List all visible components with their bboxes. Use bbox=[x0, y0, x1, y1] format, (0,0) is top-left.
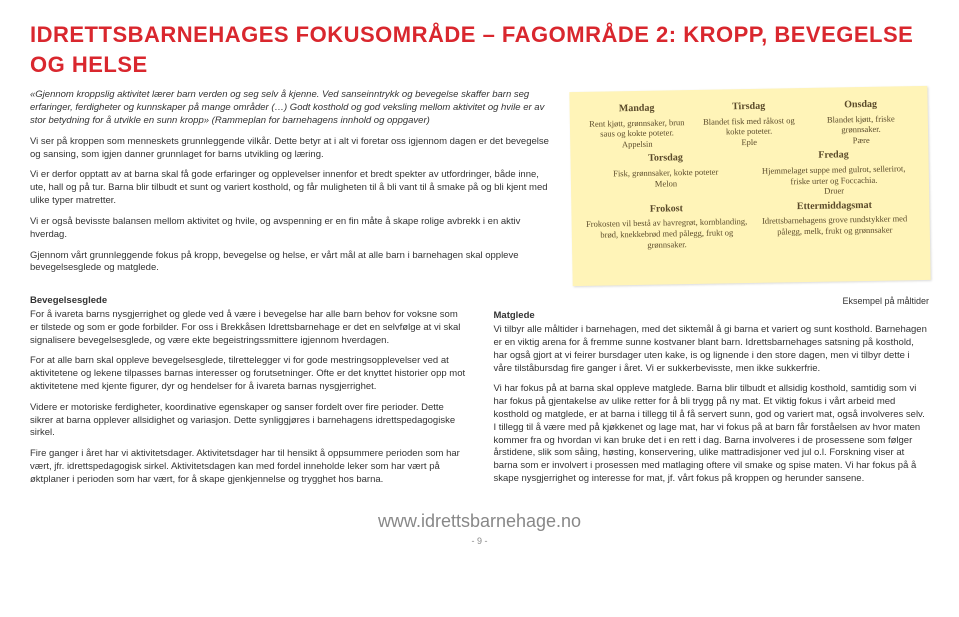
page-number: - 9 - bbox=[30, 535, 929, 547]
note-caption: Eksempel på måltider bbox=[494, 295, 930, 307]
note-etter-text: Idrettsbarnehagens grove rundstykker med… bbox=[754, 214, 916, 238]
note-fri-fruit: Druer bbox=[753, 185, 915, 198]
note-thursday: Torsdag Fisk, grønnsaker, kokte poteter … bbox=[584, 152, 747, 201]
intro-para-2: Vi er derfor opptatt av at barna skal få… bbox=[30, 169, 551, 207]
note-etter-heading: Ettermiddagsmat bbox=[753, 199, 915, 214]
note-tuesday: Tirsdag Blandet fisk med råkost og kokte… bbox=[696, 100, 803, 148]
intro-para-3: Vi er også bevisste balansen mellom akti… bbox=[30, 216, 551, 242]
note-fri-heading: Fredag bbox=[752, 149, 914, 164]
note-tue-text: Blandet fisk med råkost og kokte poteter… bbox=[696, 115, 802, 138]
note-tue-fruit: Eple bbox=[696, 136, 802, 148]
note-friday: Fredag Hjemmelaget suppe med gulrot, sel… bbox=[752, 149, 915, 198]
note-thu-heading: Torsdag bbox=[584, 152, 746, 167]
left-para-1: For å ivareta barns nysgjerrighet og gle… bbox=[30, 309, 466, 347]
note-tue-heading: Tirsdag bbox=[696, 100, 802, 114]
note-wed-heading: Onsdag bbox=[808, 99, 914, 113]
note-frokost: Frokost Frokosten vil bestå av havregrøt… bbox=[585, 202, 748, 251]
note-mon-fruit: Appelsin bbox=[584, 138, 690, 150]
note-wed-text: Blandet kjøtt, friske grønnsaker. bbox=[808, 113, 914, 136]
right-para-1: Vi tilbyr alle måltider i barnehagen, me… bbox=[494, 324, 930, 375]
note-frokost-text: Frokosten vil bestå av havregrøt, kornbl… bbox=[586, 217, 749, 252]
footer-url: www.idrettsbarnehage.no bbox=[30, 509, 929, 533]
top-section: «Gjennom kroppslig aktivitet lærer barn … bbox=[30, 89, 929, 283]
page-title: IDRETTSBARNEHAGES FOKUSOMRÅDE – FAGOMRÅD… bbox=[30, 20, 929, 79]
bottom-columns: Bevegelsesglede For å ivareta barns nysg… bbox=[30, 295, 929, 495]
meal-note: Mandag Rent kjøtt, grønnsaker, brun saus… bbox=[569, 86, 930, 286]
note-mon-heading: Mandag bbox=[584, 102, 690, 116]
note-wednesday: Onsdag Blandet kjøtt, friske grønnsaker.… bbox=[808, 99, 915, 147]
footer: www.idrettsbarnehage.no - 9 - bbox=[30, 509, 929, 547]
left-para-2: For at alle barn skal oppleve bevegelses… bbox=[30, 355, 466, 393]
intro-text: «Gjennom kroppslig aktivitet lærer barn … bbox=[30, 89, 551, 283]
left-column: Bevegelsesglede For å ivareta barns nysg… bbox=[30, 295, 466, 495]
left-para-3: Videre er motoriske ferdigheter, koordin… bbox=[30, 402, 466, 440]
left-para-4: Fire ganger i året har vi aktivitetsdage… bbox=[30, 448, 466, 486]
note-ettermiddag: Ettermiddagsmat Idrettsbarnehagens grove… bbox=[753, 199, 916, 248]
note-monday: Mandag Rent kjøtt, grønnsaker, brun saus… bbox=[584, 102, 691, 150]
note-thu-fruit: Melon bbox=[585, 177, 747, 190]
note-frokost-heading: Frokost bbox=[585, 202, 747, 217]
note-wed-fruit: Pære bbox=[808, 134, 914, 146]
intro-para-1: Vi ser på kroppen som menneskets grunnle… bbox=[30, 136, 551, 162]
right-column: Eksempel på måltider Matglede Vi tilbyr … bbox=[494, 295, 930, 495]
quote-text: «Gjennom kroppslig aktivitet lærer barn … bbox=[30, 89, 551, 127]
right-heading: Matglede bbox=[494, 310, 930, 323]
left-heading: Bevegelsesglede bbox=[30, 295, 466, 308]
intro-para-4: Gjennom vårt grunnleggende fokus på krop… bbox=[30, 250, 551, 276]
right-para-2: Vi har fokus på at barna skal oppleve ma… bbox=[494, 383, 930, 486]
note-mon-text: Rent kjøtt, grønnsaker, brun saus og kok… bbox=[584, 117, 690, 140]
